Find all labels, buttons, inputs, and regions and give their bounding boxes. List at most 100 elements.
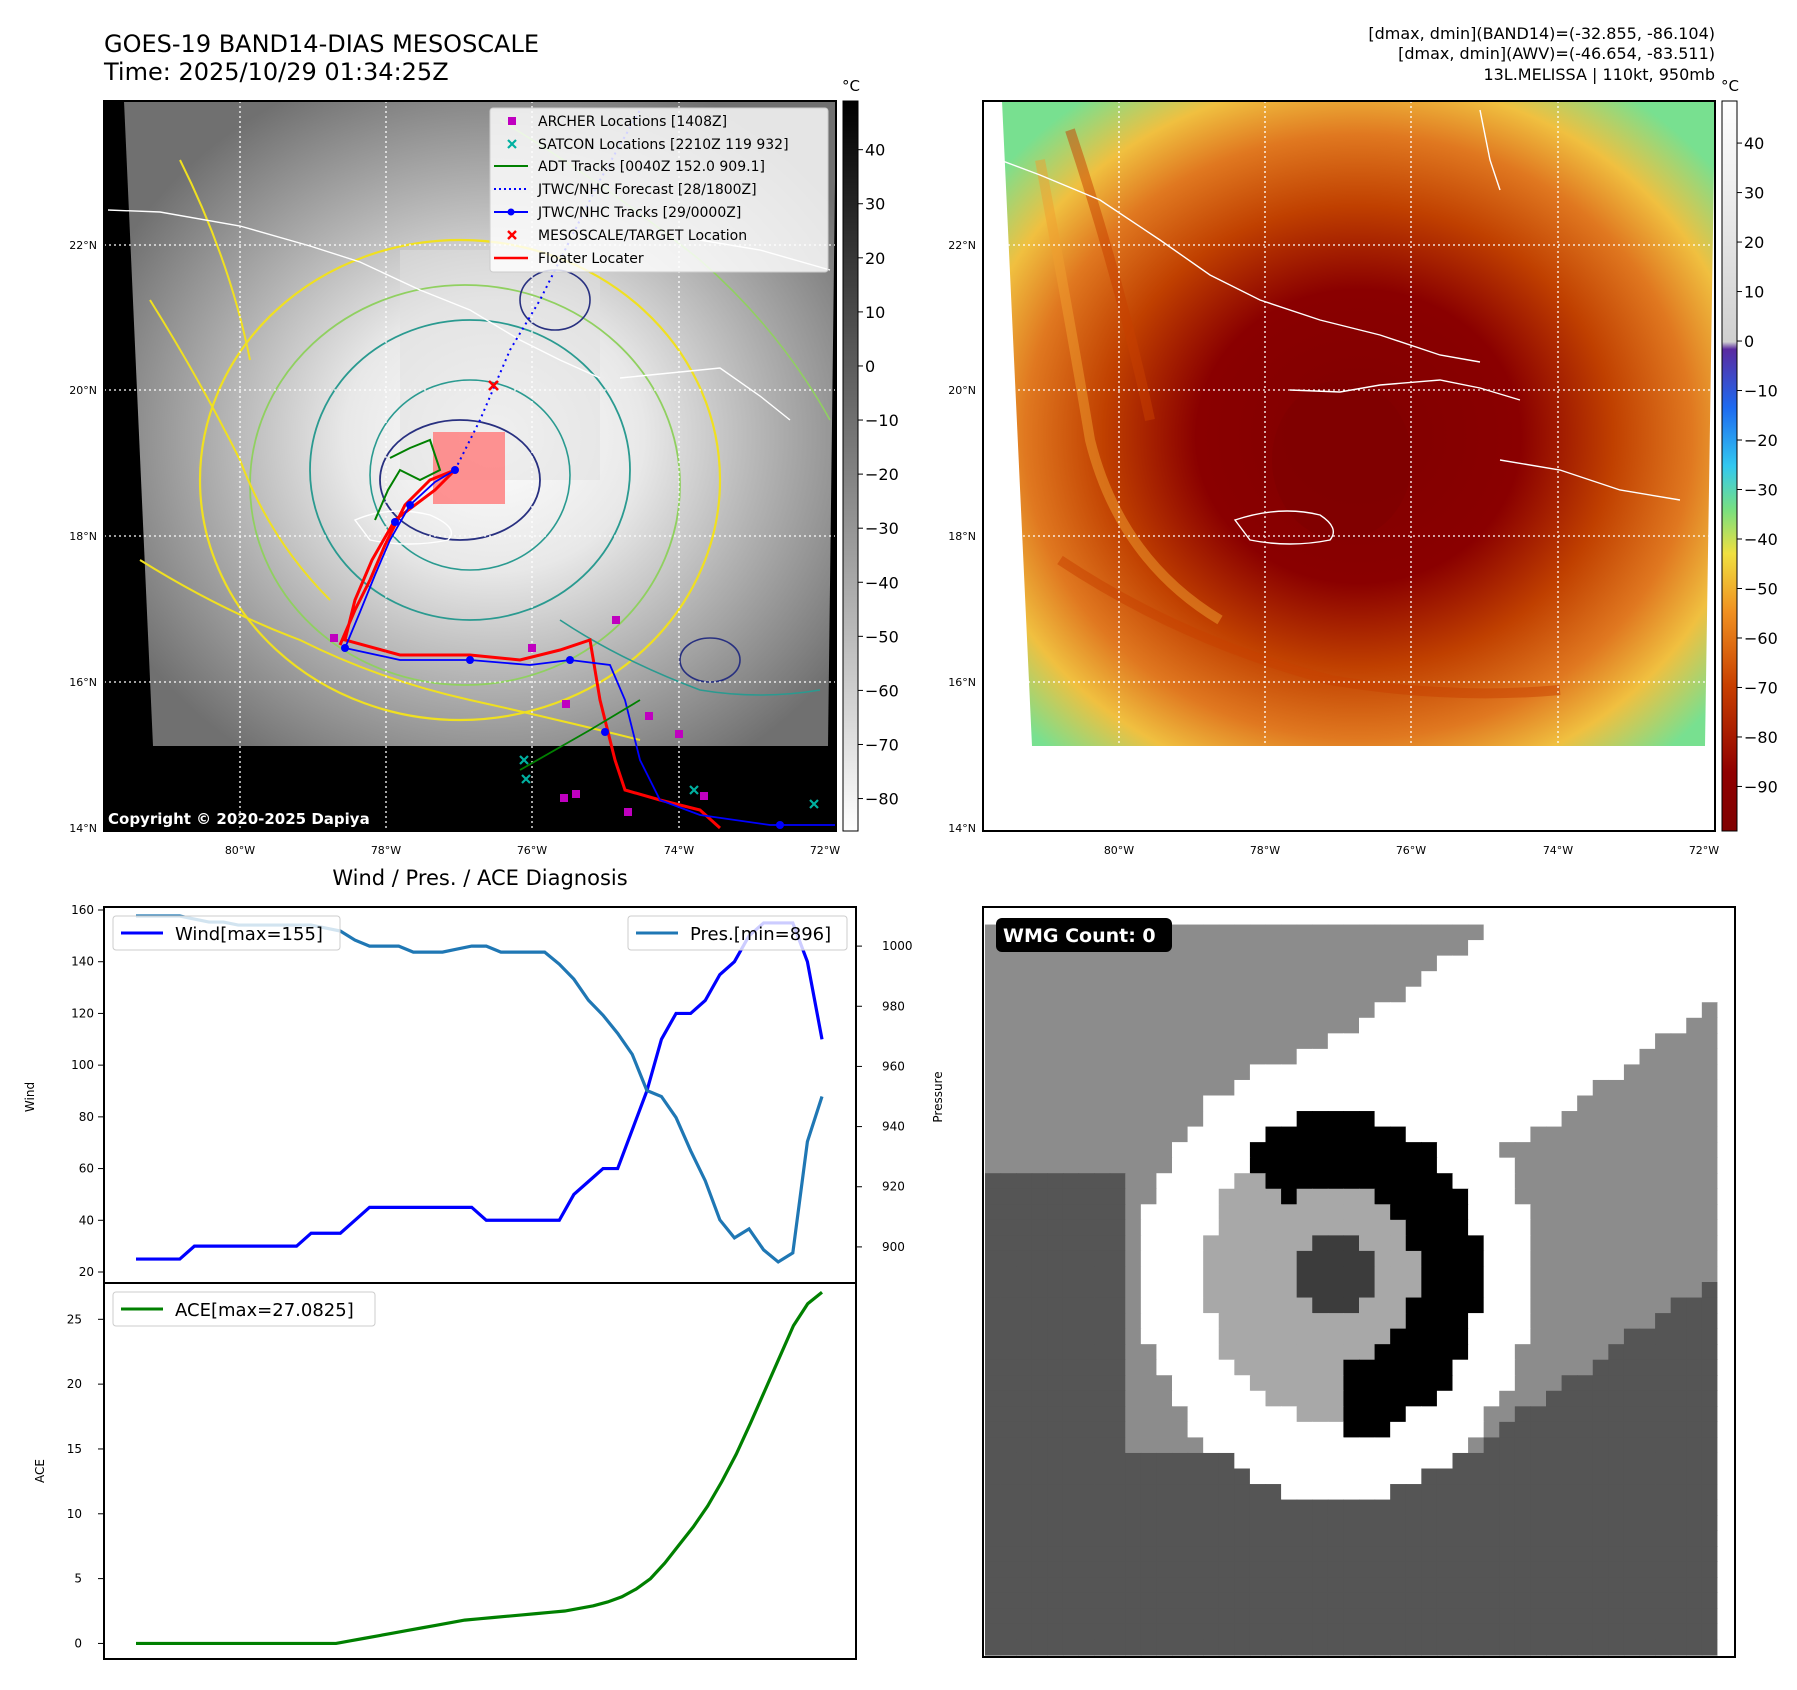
wmg-pixel xyxy=(1249,1111,1267,1128)
wmg-pixel xyxy=(1234,1515,1251,1532)
wmg-pixel xyxy=(1390,1282,1407,1299)
wmg-pixel xyxy=(1452,1421,1469,1439)
wmg-pixel xyxy=(1468,1406,1485,1423)
wmg-pixel xyxy=(1281,1048,1298,1066)
wmg-pixel xyxy=(1436,1095,1454,1112)
wmg-pixel xyxy=(1717,1484,1734,1501)
wmg-pixel xyxy=(1031,1499,1048,1516)
wmg-pixel xyxy=(1218,1421,1235,1439)
wmg-pixel xyxy=(1405,1530,1422,1547)
wmg-pixel xyxy=(1156,1204,1173,1221)
wmg-pixel xyxy=(1281,1639,1298,1656)
wmg-pixel xyxy=(1359,1064,1376,1081)
wmg-pixel xyxy=(1468,1033,1485,1050)
wmg-pixel xyxy=(1530,1375,1547,1392)
wmg-pixel xyxy=(1701,1017,1719,1034)
wmg-pixel xyxy=(1062,1375,1080,1392)
wmg-pixel xyxy=(1000,1173,1017,1190)
wmg-pixel xyxy=(1281,1561,1298,1578)
wmg-pixel xyxy=(1249,955,1267,972)
wmg-pixel xyxy=(1483,1468,1500,1485)
wmg-pixel xyxy=(1172,1188,1189,1205)
wmg-pixel xyxy=(1203,1235,1220,1252)
wmg-pixel xyxy=(1670,1017,1687,1034)
wmg-pixel xyxy=(1078,1421,1095,1439)
ir-colorbar-tick-label: 10 xyxy=(865,303,885,322)
wmg-pixel xyxy=(985,1250,1002,1268)
wmg-pixel xyxy=(1000,1297,1017,1314)
wmg-pixel xyxy=(1436,1421,1454,1439)
wv-lon-78: 78°W xyxy=(1250,844,1280,857)
wmg-pixel xyxy=(1608,1282,1625,1299)
wmg-pixel xyxy=(1374,1313,1391,1330)
wmg-pixel xyxy=(1296,1328,1313,1345)
wmg-pixel xyxy=(1577,955,1594,972)
wmg-pixel xyxy=(1686,1437,1703,1454)
wmg-pixel xyxy=(1094,1033,1111,1050)
wmg-pixel xyxy=(1234,1359,1251,1376)
wmg-pixel xyxy=(1483,1452,1500,1470)
wmg-pixel xyxy=(1686,1344,1703,1361)
wmg-pixel xyxy=(1452,1188,1469,1205)
wmg-pixel xyxy=(1374,1499,1391,1516)
wmg-pixel xyxy=(1281,1390,1298,1407)
wmg-pixel xyxy=(1686,1002,1703,1019)
wmg-pixel xyxy=(1514,1359,1532,1376)
wmg-pixel xyxy=(1670,1297,1687,1314)
wmg-pixel xyxy=(1701,1592,1719,1609)
wmg-pixel xyxy=(1031,1639,1048,1656)
wmg-pixel xyxy=(1592,1344,1609,1361)
wmg-pixel xyxy=(1499,1437,1516,1454)
wmg-pixel xyxy=(1436,1608,1454,1625)
wmg-pixel xyxy=(1577,1173,1594,1190)
wmg-pixel xyxy=(1421,1577,1438,1594)
wmg-pixel xyxy=(1109,1235,1126,1252)
wmg-pixel xyxy=(1717,1623,1734,1641)
wmg-pixel xyxy=(1078,1173,1095,1190)
wmg-pixel xyxy=(1686,1452,1703,1470)
wmg-pixel xyxy=(1265,1157,1282,1174)
wmg-pixel xyxy=(1514,1033,1532,1050)
wmg-pixel xyxy=(1125,1282,1142,1299)
wmg-pixel xyxy=(1483,1406,1500,1423)
wmg-pixel xyxy=(1592,1282,1609,1299)
wmg-pixel xyxy=(1530,1623,1547,1641)
wmg-pixel xyxy=(1047,1079,1064,1097)
wmg-pixel xyxy=(1717,986,1734,1003)
wmg-pixel xyxy=(1374,1375,1391,1392)
wmg-pixel xyxy=(1296,1297,1313,1314)
wmg-pixel xyxy=(1094,1266,1111,1283)
wmg-pixel xyxy=(1218,1499,1235,1516)
wmg-pixel xyxy=(1717,1421,1734,1439)
wmg-pixel xyxy=(1203,986,1220,1003)
wmg-pixel xyxy=(1062,955,1080,972)
wmg-pixel xyxy=(985,1002,1002,1019)
wmg-pixel xyxy=(1655,940,1672,957)
wmg-pixel xyxy=(1234,1079,1251,1097)
wmg-pixel xyxy=(1452,1266,1469,1283)
wmg-pixel xyxy=(985,1017,1002,1034)
wmg-pixel xyxy=(1062,1437,1080,1454)
wmg-pixel xyxy=(1623,1033,1641,1050)
wmg-pixel xyxy=(1639,1266,1656,1283)
wmg-pixel xyxy=(1140,1359,1158,1376)
wmg-pixel xyxy=(1094,1608,1111,1625)
wmg-pixel xyxy=(1187,1561,1204,1578)
wmg-pixel xyxy=(1327,1142,1345,1159)
wmg-pixel xyxy=(1249,924,1267,941)
wmg-pixel xyxy=(1623,1173,1641,1190)
wmg-pixel xyxy=(1343,1530,1360,1547)
wmg-pixel xyxy=(1530,1592,1547,1609)
wmg-pixel xyxy=(1436,986,1454,1003)
wmg-pixel xyxy=(1094,1095,1111,1112)
wmg-pixel xyxy=(1421,1406,1438,1423)
wmg-pixel xyxy=(1062,1002,1080,1019)
wmg-pixel xyxy=(1327,955,1345,972)
wmg-pixel xyxy=(1701,1313,1719,1330)
ir-colorbar-tick-label: −50 xyxy=(865,627,899,646)
wmg-pixel xyxy=(985,1313,1002,1330)
wmg-pixel xyxy=(1125,1048,1142,1066)
wmg-pixel xyxy=(1203,1064,1220,1081)
wmg-pixel xyxy=(1374,940,1391,957)
wmg-pixel xyxy=(1109,1468,1126,1485)
